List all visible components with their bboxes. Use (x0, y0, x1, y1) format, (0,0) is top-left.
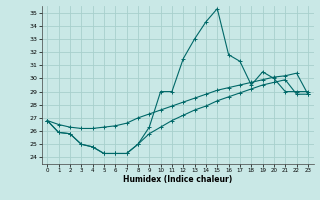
X-axis label: Humidex (Indice chaleur): Humidex (Indice chaleur) (123, 175, 232, 184)
